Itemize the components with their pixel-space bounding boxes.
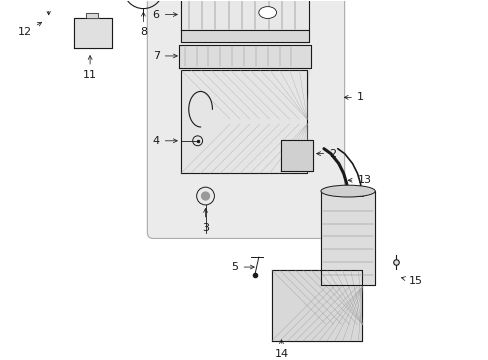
Polygon shape: [74, 18, 112, 48]
Polygon shape: [281, 140, 312, 171]
Text: 8: 8: [140, 12, 146, 37]
Text: 10: 10: [0, 359, 1, 360]
Polygon shape: [181, 70, 306, 173]
Ellipse shape: [258, 6, 276, 18]
Text: 11: 11: [0, 359, 1, 360]
Polygon shape: [179, 45, 310, 68]
Text: 6: 6: [152, 9, 177, 19]
Text: 12: 12: [18, 22, 41, 37]
Polygon shape: [181, 0, 308, 30]
Text: 3: 3: [202, 208, 208, 233]
Polygon shape: [86, 13, 98, 18]
Polygon shape: [181, 30, 308, 42]
Text: 9: 9: [0, 359, 1, 360]
Text: 11: 11: [83, 56, 97, 80]
Text: 5: 5: [231, 262, 254, 272]
Polygon shape: [271, 270, 362, 341]
Ellipse shape: [320, 185, 374, 197]
FancyBboxPatch shape: [147, 0, 344, 238]
Text: 2: 2: [316, 149, 336, 159]
Text: 14: 14: [274, 340, 288, 359]
Polygon shape: [320, 191, 374, 285]
Text: 4: 4: [152, 136, 177, 146]
Text: 13: 13: [347, 175, 370, 185]
Text: 15: 15: [401, 276, 422, 286]
Text: 7: 7: [152, 51, 177, 61]
Circle shape: [201, 192, 209, 200]
Text: 1: 1: [344, 93, 363, 102]
